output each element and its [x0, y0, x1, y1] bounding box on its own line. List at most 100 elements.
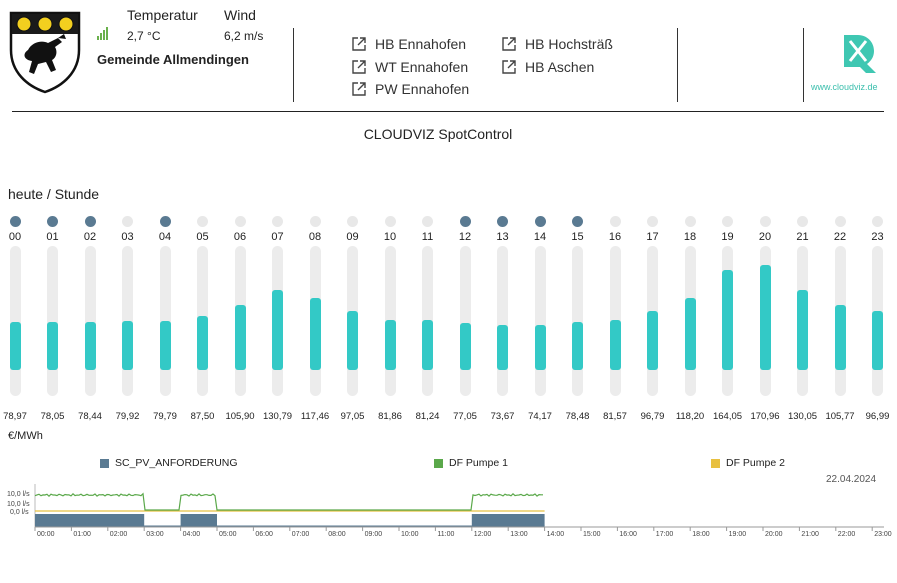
temperature-value: 2,7 °C: [127, 29, 161, 43]
link-hb-aschen[interactable]: HB Aschen: [501, 59, 594, 75]
hour-price-label: 74,17: [528, 411, 552, 422]
legend-item[interactable]: SC_PV_ANFORDERUNG: [100, 457, 238, 469]
hour-status-dot: [609, 216, 621, 227]
pump-timeline-chart: 10,0 l/s10,0 l/s0,0 l/s00:00 01:00 02:00 03…: [7, 484, 892, 538]
x-tick-label: 15:00: [583, 531, 601, 538]
x-tick-label: 13:00: [510, 531, 528, 538]
legend-item[interactable]: DF Pumpe 2: [711, 457, 785, 469]
hour-label: 00: [8, 231, 22, 243]
hour-bar-track: [534, 246, 546, 396]
unit-label: €/MWh: [8, 430, 43, 442]
x-tick-label: 05:00: [219, 531, 237, 538]
hour-price-bar: [122, 321, 133, 370]
hour-status-dot: [47, 216, 58, 227]
hour-price-bar: [234, 305, 246, 370]
hour-price-label: 87,50: [190, 411, 215, 422]
hour-label: 13: [496, 231, 509, 243]
hour-price-bar: [834, 305, 846, 370]
hour-price-bar: [272, 290, 283, 370]
hour-status-dot: [347, 216, 358, 227]
hour-price-label: 97,05: [340, 411, 365, 422]
link-hb-ennahofen[interactable]: HB Ennahofen: [351, 36, 466, 52]
header-divider: [677, 28, 678, 102]
hour-label: 12: [458, 231, 472, 243]
external-link-icon: [502, 37, 516, 51]
hour-bar-track: [459, 246, 471, 396]
hour-bar-track: [497, 246, 508, 396]
link-label: WT Ennahofen: [375, 59, 469, 75]
legend-item[interactable]: DF Pumpe 1: [434, 457, 508, 469]
hour-price-label: 118,20: [675, 411, 705, 422]
x-tick-label: 10:00: [401, 531, 419, 538]
hour-status-dot: [534, 216, 546, 227]
hour-price-label: 130,79: [262, 411, 293, 422]
hour-label: 15: [571, 231, 584, 243]
hour-label: 11: [421, 231, 434, 243]
hour-price-bar: [722, 270, 733, 370]
pv-request-block: [35, 514, 145, 526]
x-tick-label: 08:00: [328, 531, 346, 538]
hour-price-label: 96,79: [640, 411, 665, 422]
hour-label: 21: [796, 231, 809, 243]
link-wt-ennahofen[interactable]: WT Ennahofen: [351, 59, 468, 75]
hour-status-dot: [122, 216, 133, 227]
x-tick-label: 07:00: [292, 531, 310, 538]
y-tick-label: 10,0 l/s: [7, 501, 30, 508]
hour-price-bar: [47, 322, 58, 370]
hour-status-dot: [234, 216, 246, 227]
legend-swatch: [711, 458, 720, 468]
legend-swatch: [100, 458, 109, 468]
header-divider: [803, 28, 804, 102]
legend-label: SC_PV_ANFORDERUNG: [115, 457, 238, 469]
link-label: HB Ennahofen: [375, 36, 467, 52]
x-tick-label: 23:00: [874, 531, 892, 538]
hour-label: 05: [196, 231, 209, 243]
hour-price-bar: [647, 311, 658, 370]
link-pw-ennahofen[interactable]: PW Ennahofen: [351, 81, 469, 97]
hour-status-dot: [797, 216, 808, 227]
brand-url[interactable]: www.cloudviz.de: [811, 82, 878, 92]
hour-status-dot: [684, 216, 696, 227]
x-tick-label: 03:00: [146, 531, 164, 538]
hour-price-label: 78,48: [565, 411, 590, 422]
hour-status-dot: [384, 216, 396, 227]
hour-status-dot: [9, 216, 21, 227]
hour-price-label: 105,77: [825, 411, 855, 422]
section-label: heute / Stunde: [8, 186, 100, 202]
x-tick-label: 12:00: [474, 531, 492, 538]
hour-label: 14: [533, 231, 547, 243]
hour-label: 04: [158, 231, 172, 243]
hour-price-label: 81,86: [378, 411, 402, 422]
cloudviz-logo[interactable]: [840, 33, 882, 75]
external-link-icon: [502, 60, 516, 74]
hour-price-bar: [572, 322, 583, 370]
hour-price-bar: [872, 311, 883, 370]
link-hb-hochstraess[interactable]: HB Hochsträß: [501, 36, 613, 52]
hour-label: 16: [608, 231, 622, 243]
hour-price-bar: [797, 290, 808, 370]
x-tick-label: 04:00: [183, 531, 201, 538]
x-tick-label: 00:00: [37, 531, 55, 538]
pv-request-block: [471, 514, 545, 526]
hour-price-bar: [422, 320, 433, 370]
x-tick-label: 14:00: [547, 531, 565, 538]
hour-price-bar: [197, 316, 208, 370]
temperature-label: Temperatur: [127, 7, 198, 23]
hour-label: 09: [346, 231, 359, 243]
hour-label: 01: [46, 231, 59, 243]
hour-price-label: 164,05: [712, 411, 743, 422]
x-tick-label: 22:00: [838, 531, 856, 538]
x-tick-label: 11:00: [437, 531, 454, 538]
hour-bar-track: [9, 246, 21, 396]
header-bottom-divider: [12, 111, 884, 112]
hour-status-dot: [834, 216, 846, 227]
hour-price-bar: [347, 311, 358, 370]
x-tick-label: 20:00: [765, 531, 783, 538]
wind-value: 6,2 m/s: [224, 29, 264, 43]
hour-price-bar: [609, 320, 621, 370]
hour-price-bar: [384, 320, 396, 370]
external-link-icon: [352, 82, 366, 96]
header-divider: [293, 28, 294, 102]
hour-bar-track: [84, 246, 96, 396]
external-link-icon: [352, 60, 366, 74]
